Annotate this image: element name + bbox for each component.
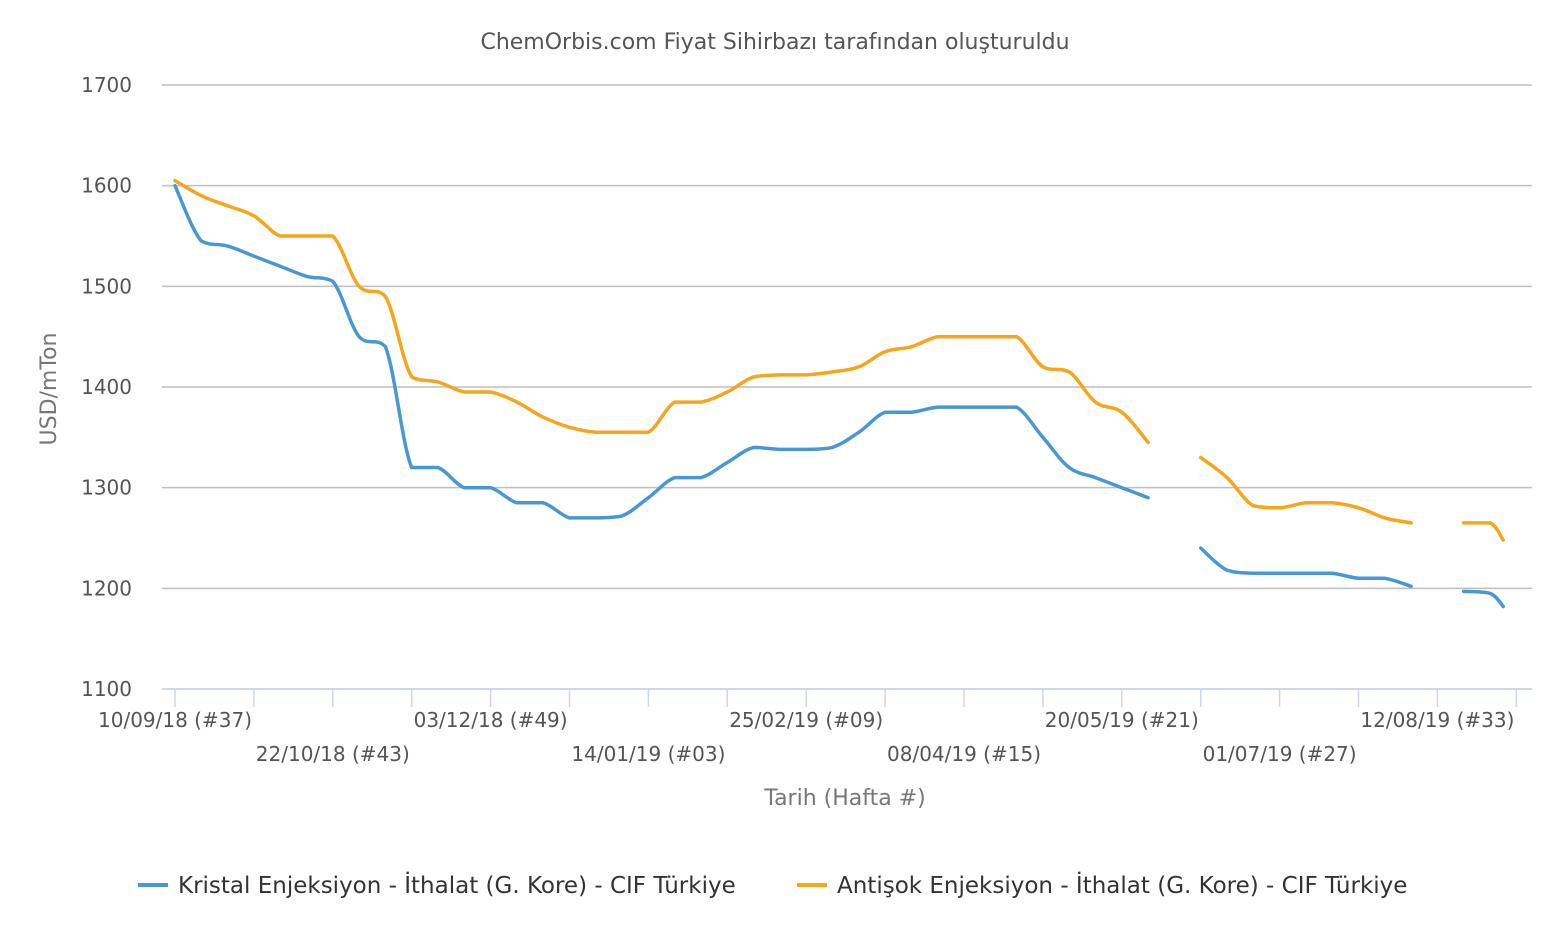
x-tick-label: 08/04/19 (#15): [887, 742, 1041, 766]
series-line-segment: [1461, 521, 1505, 542]
legend-item-antisok[interactable]: Antişok Enjeksiyon - İthalat (G. Kore) -…: [797, 871, 1407, 899]
x-tick-label: 14/01/19 (#03): [571, 742, 725, 766]
legend-label-kristal: Kristal Enjeksiyon - İthalat (G. Kore) -…: [178, 871, 736, 899]
series-line-segment: [1198, 455, 1413, 525]
series-kristal[interactable]: [173, 183, 1505, 609]
chart-title: ChemOrbis.com Fiyat Sihirbazı tarafından…: [480, 30, 1069, 55]
series-line-segment: [173, 183, 1150, 520]
y-tick-label: 1400: [81, 375, 132, 399]
x-axis-ticks: 10/09/18 (#37)22/10/18 (#43)03/12/18 (#4…: [98, 688, 1532, 766]
y-tick-label: 1500: [81, 274, 132, 298]
y-axis-label: USD/mTon: [37, 333, 62, 446]
x-tick-label: 12/08/19 (#33): [1360, 708, 1514, 732]
x-tick-label: 25/02/19 (#09): [729, 708, 883, 732]
y-tick-label: 1300: [81, 476, 132, 500]
y-tick-label: 1600: [81, 174, 132, 198]
x-tick-label: 01/07/19 (#27): [1203, 742, 1357, 766]
y-tick-label: 1200: [81, 576, 132, 600]
gridlines: [162, 84, 1532, 690]
x-tick-label: 03/12/18 (#49): [414, 708, 568, 732]
legend: Kristal Enjeksiyon - İthalat (G. Kore) -…: [138, 871, 1407, 899]
x-tick-label: 22/10/18 (#43): [256, 742, 410, 766]
x-tick-label: 10/09/18 (#37): [98, 708, 252, 732]
legend-label-antisok: Antişok Enjeksiyon - İthalat (G. Kore) -…: [837, 871, 1407, 899]
series-line-segment: [1198, 546, 1413, 589]
legend-item-kristal[interactable]: Kristal Enjeksiyon - İthalat (G. Kore) -…: [138, 871, 736, 899]
series-line-segment: [173, 178, 1150, 445]
series-antisok[interactable]: [173, 178, 1505, 542]
series-lines: [173, 178, 1505, 609]
x-tick-label: 20/05/19 (#21): [1045, 708, 1199, 732]
y-tick-label: 1100: [81, 677, 132, 701]
y-tick-label: 1700: [81, 73, 132, 97]
y-axis-ticks: 1700 1600 1500 1400 1300 1200 1100: [81, 73, 132, 701]
x-axis-label: Tarih (Hafta #): [763, 786, 925, 811]
series-line-segment: [1461, 589, 1505, 609]
